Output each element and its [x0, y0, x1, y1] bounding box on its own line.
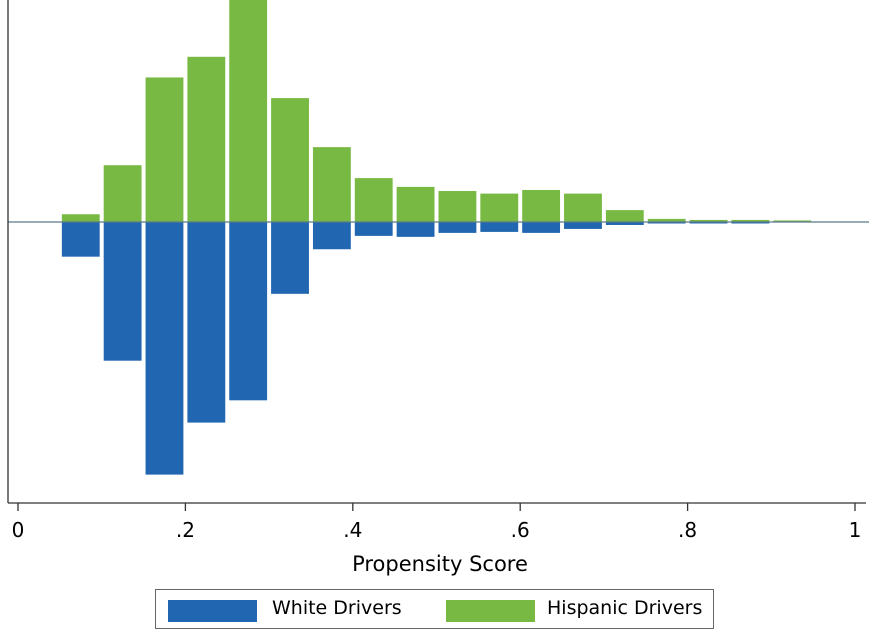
- bar-white: [731, 222, 770, 224]
- bar-hispanic: [605, 210, 644, 222]
- legend-swatch-white: [168, 600, 257, 622]
- x-tick-label: 1: [849, 518, 862, 542]
- bar-white: [438, 222, 477, 233]
- bar-white: [396, 222, 435, 237]
- bar-hispanic: [312, 147, 351, 222]
- bar-hispanic: [480, 193, 519, 222]
- bar-white: [229, 222, 268, 401]
- x-tick-label: .8: [678, 518, 697, 542]
- bar-hispanic: [145, 77, 184, 222]
- bar-white: [689, 222, 728, 224]
- hispanic-bars: [61, 0, 812, 223]
- bar-white: [271, 222, 309, 294]
- bar-hispanic: [396, 186, 435, 222]
- bar-hispanic: [647, 218, 686, 222]
- bar-hispanic: [61, 214, 100, 222]
- legend-label-white: White Drivers: [272, 597, 402, 619]
- bar-white: [354, 222, 393, 236]
- white-bars: [61, 222, 770, 475]
- x-tick-label: 0: [12, 518, 25, 542]
- bar-white: [103, 222, 142, 361]
- legend: White Drivers Hispanic Drivers: [155, 589, 714, 629]
- bar-hispanic: [689, 219, 728, 222]
- bar-white: [647, 222, 686, 224]
- x-tick-label: .4: [343, 518, 362, 542]
- x-tick-label: .2: [176, 518, 195, 542]
- bar-white: [605, 222, 644, 225]
- bar-white: [187, 222, 226, 423]
- bar-white: [564, 222, 602, 229]
- x-ticks: 0 .2 .4 .6 .8 1: [12, 503, 862, 542]
- bar-hispanic: [522, 189, 561, 222]
- bar-hispanic: [564, 193, 602, 222]
- bar-white: [61, 222, 100, 257]
- bar-hispanic: [354, 178, 393, 222]
- bar-white: [522, 222, 561, 233]
- legend-swatch-hispanic: [446, 600, 535, 622]
- bar-hispanic: [271, 98, 309, 222]
- bar-white: [145, 222, 184, 475]
- bar-hispanic: [773, 220, 812, 222]
- x-tick-label: .6: [511, 518, 530, 542]
- bar-hispanic: [438, 191, 477, 222]
- bar-hispanic: [103, 165, 142, 222]
- bar-white: [312, 222, 351, 250]
- bar-hispanic: [731, 219, 770, 222]
- bar-white: [480, 222, 519, 232]
- bar-hispanic: [187, 56, 226, 223]
- bar-hispanic: [229, 0, 268, 222]
- legend-label-hispanic: Hispanic Drivers: [547, 597, 703, 619]
- x-axis-title: Propensity Score: [352, 552, 528, 576]
